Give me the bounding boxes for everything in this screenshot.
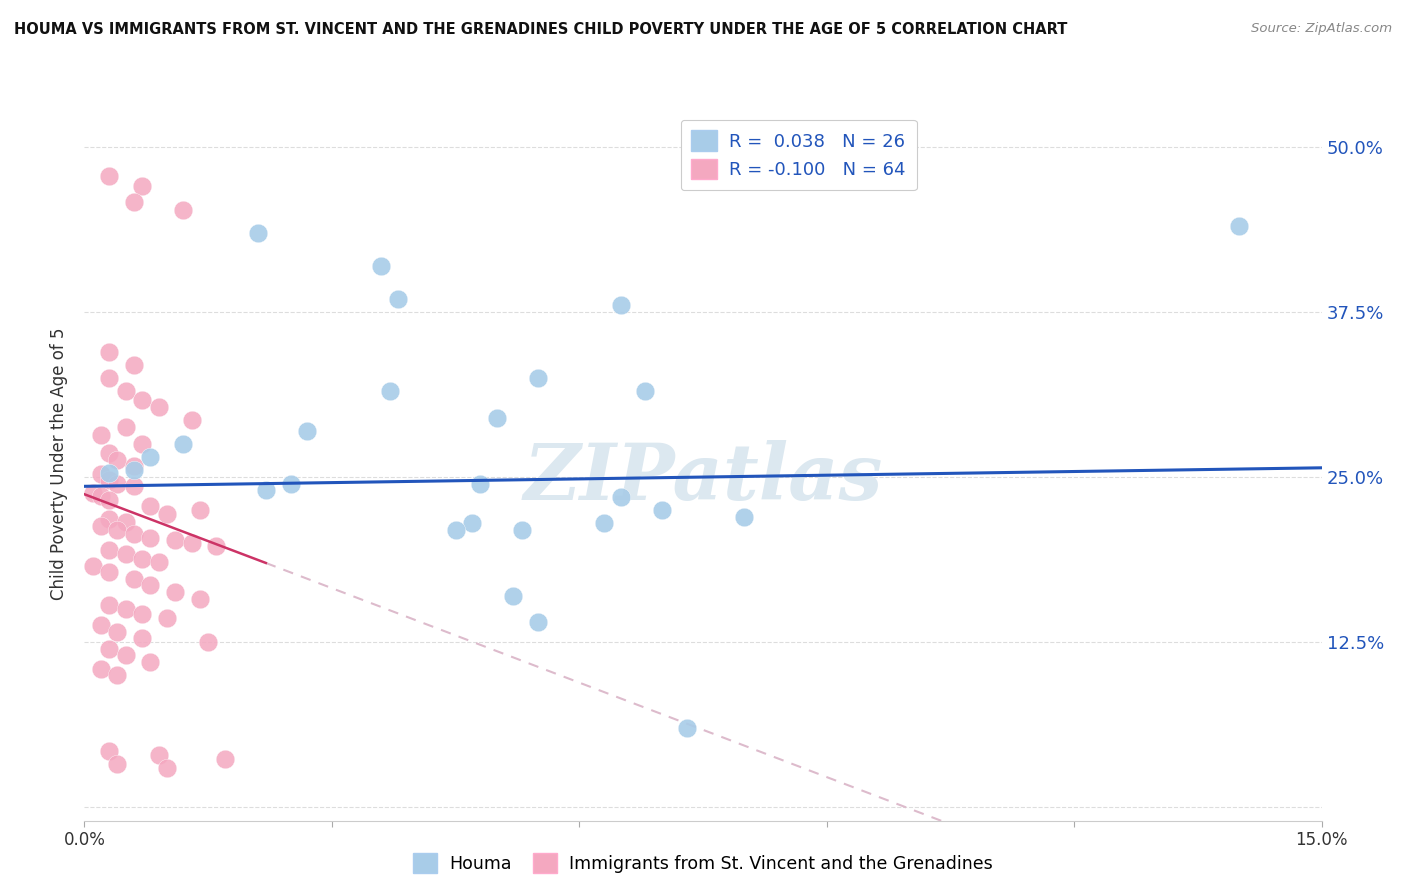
Point bbox=[90, 519, 112, 533]
Point bbox=[165, 585, 187, 599]
Point bbox=[98, 492, 121, 507]
Point bbox=[90, 489, 112, 503]
Point bbox=[139, 450, 162, 465]
Text: HOUMA VS IMMIGRANTS FROM ST. VINCENT AND THE GRENADINES CHILD POVERTY UNDER THE : HOUMA VS IMMIGRANTS FROM ST. VINCENT AND… bbox=[14, 22, 1067, 37]
Point bbox=[90, 662, 112, 676]
Point bbox=[148, 555, 170, 569]
Point bbox=[470, 476, 492, 491]
Point bbox=[527, 615, 550, 630]
Point bbox=[98, 344, 121, 359]
Point bbox=[122, 479, 145, 493]
Point bbox=[148, 747, 170, 762]
Point bbox=[180, 536, 202, 550]
Point bbox=[82, 558, 104, 573]
Point bbox=[114, 515, 136, 529]
Text: ZIPatlas: ZIPatlas bbox=[523, 440, 883, 516]
Point bbox=[131, 552, 153, 566]
Point bbox=[214, 751, 236, 765]
Point bbox=[122, 527, 145, 541]
Text: Source: ZipAtlas.com: Source: ZipAtlas.com bbox=[1251, 22, 1392, 36]
Point bbox=[139, 531, 162, 545]
Point bbox=[197, 635, 219, 649]
Point bbox=[172, 203, 194, 218]
Point bbox=[254, 483, 277, 498]
Point bbox=[246, 226, 269, 240]
Point bbox=[90, 467, 112, 482]
Point bbox=[98, 599, 121, 613]
Point bbox=[122, 463, 145, 477]
Point bbox=[105, 668, 128, 682]
Point bbox=[82, 486, 104, 500]
Point bbox=[1227, 219, 1250, 233]
Point bbox=[122, 459, 145, 474]
Point bbox=[188, 591, 211, 606]
Point bbox=[114, 384, 136, 399]
Point bbox=[105, 756, 128, 771]
Point bbox=[122, 195, 145, 210]
Point bbox=[651, 503, 673, 517]
Point bbox=[510, 523, 533, 537]
Point bbox=[148, 400, 170, 414]
Point bbox=[378, 384, 401, 399]
Point bbox=[98, 371, 121, 385]
Point bbox=[502, 589, 524, 603]
Point bbox=[98, 565, 121, 579]
Point bbox=[105, 476, 128, 491]
Point bbox=[98, 446, 121, 460]
Point bbox=[105, 523, 128, 537]
Point bbox=[180, 413, 202, 427]
Point bbox=[98, 512, 121, 526]
Point bbox=[98, 169, 121, 183]
Point bbox=[114, 602, 136, 616]
Point bbox=[131, 632, 153, 646]
Point bbox=[90, 618, 112, 632]
Point bbox=[105, 624, 128, 639]
Point bbox=[461, 516, 484, 531]
Point bbox=[205, 539, 228, 553]
Point bbox=[527, 371, 550, 385]
Point bbox=[131, 607, 153, 622]
Legend: Houma, Immigrants from St. Vincent and the Grenadines: Houma, Immigrants from St. Vincent and t… bbox=[406, 846, 1000, 880]
Point bbox=[131, 393, 153, 408]
Point bbox=[105, 453, 128, 467]
Point bbox=[98, 641, 121, 656]
Point bbox=[98, 743, 121, 757]
Point bbox=[387, 292, 409, 306]
Point bbox=[370, 259, 392, 273]
Point bbox=[295, 424, 318, 438]
Point bbox=[139, 655, 162, 669]
Point bbox=[733, 509, 755, 524]
Point bbox=[634, 384, 657, 399]
Point bbox=[114, 420, 136, 434]
Point bbox=[139, 499, 162, 513]
Point bbox=[156, 761, 179, 775]
Point bbox=[280, 476, 302, 491]
Point bbox=[593, 516, 616, 531]
Point bbox=[98, 542, 121, 557]
Point bbox=[165, 533, 187, 548]
Point bbox=[90, 427, 112, 442]
Point bbox=[675, 721, 697, 735]
Point bbox=[131, 179, 153, 194]
Point bbox=[139, 578, 162, 592]
Point bbox=[609, 490, 631, 504]
Point bbox=[122, 358, 145, 372]
Point bbox=[131, 437, 153, 451]
Point bbox=[114, 547, 136, 561]
Point bbox=[188, 503, 211, 517]
Point bbox=[156, 507, 179, 521]
Point bbox=[485, 410, 508, 425]
Point bbox=[122, 572, 145, 586]
Point bbox=[114, 648, 136, 663]
Point bbox=[156, 611, 179, 625]
Point bbox=[444, 523, 467, 537]
Point bbox=[609, 298, 631, 312]
Y-axis label: Child Poverty Under the Age of 5: Child Poverty Under the Age of 5 bbox=[51, 327, 69, 600]
Point bbox=[98, 466, 121, 480]
Point bbox=[172, 437, 194, 451]
Point bbox=[98, 473, 121, 487]
